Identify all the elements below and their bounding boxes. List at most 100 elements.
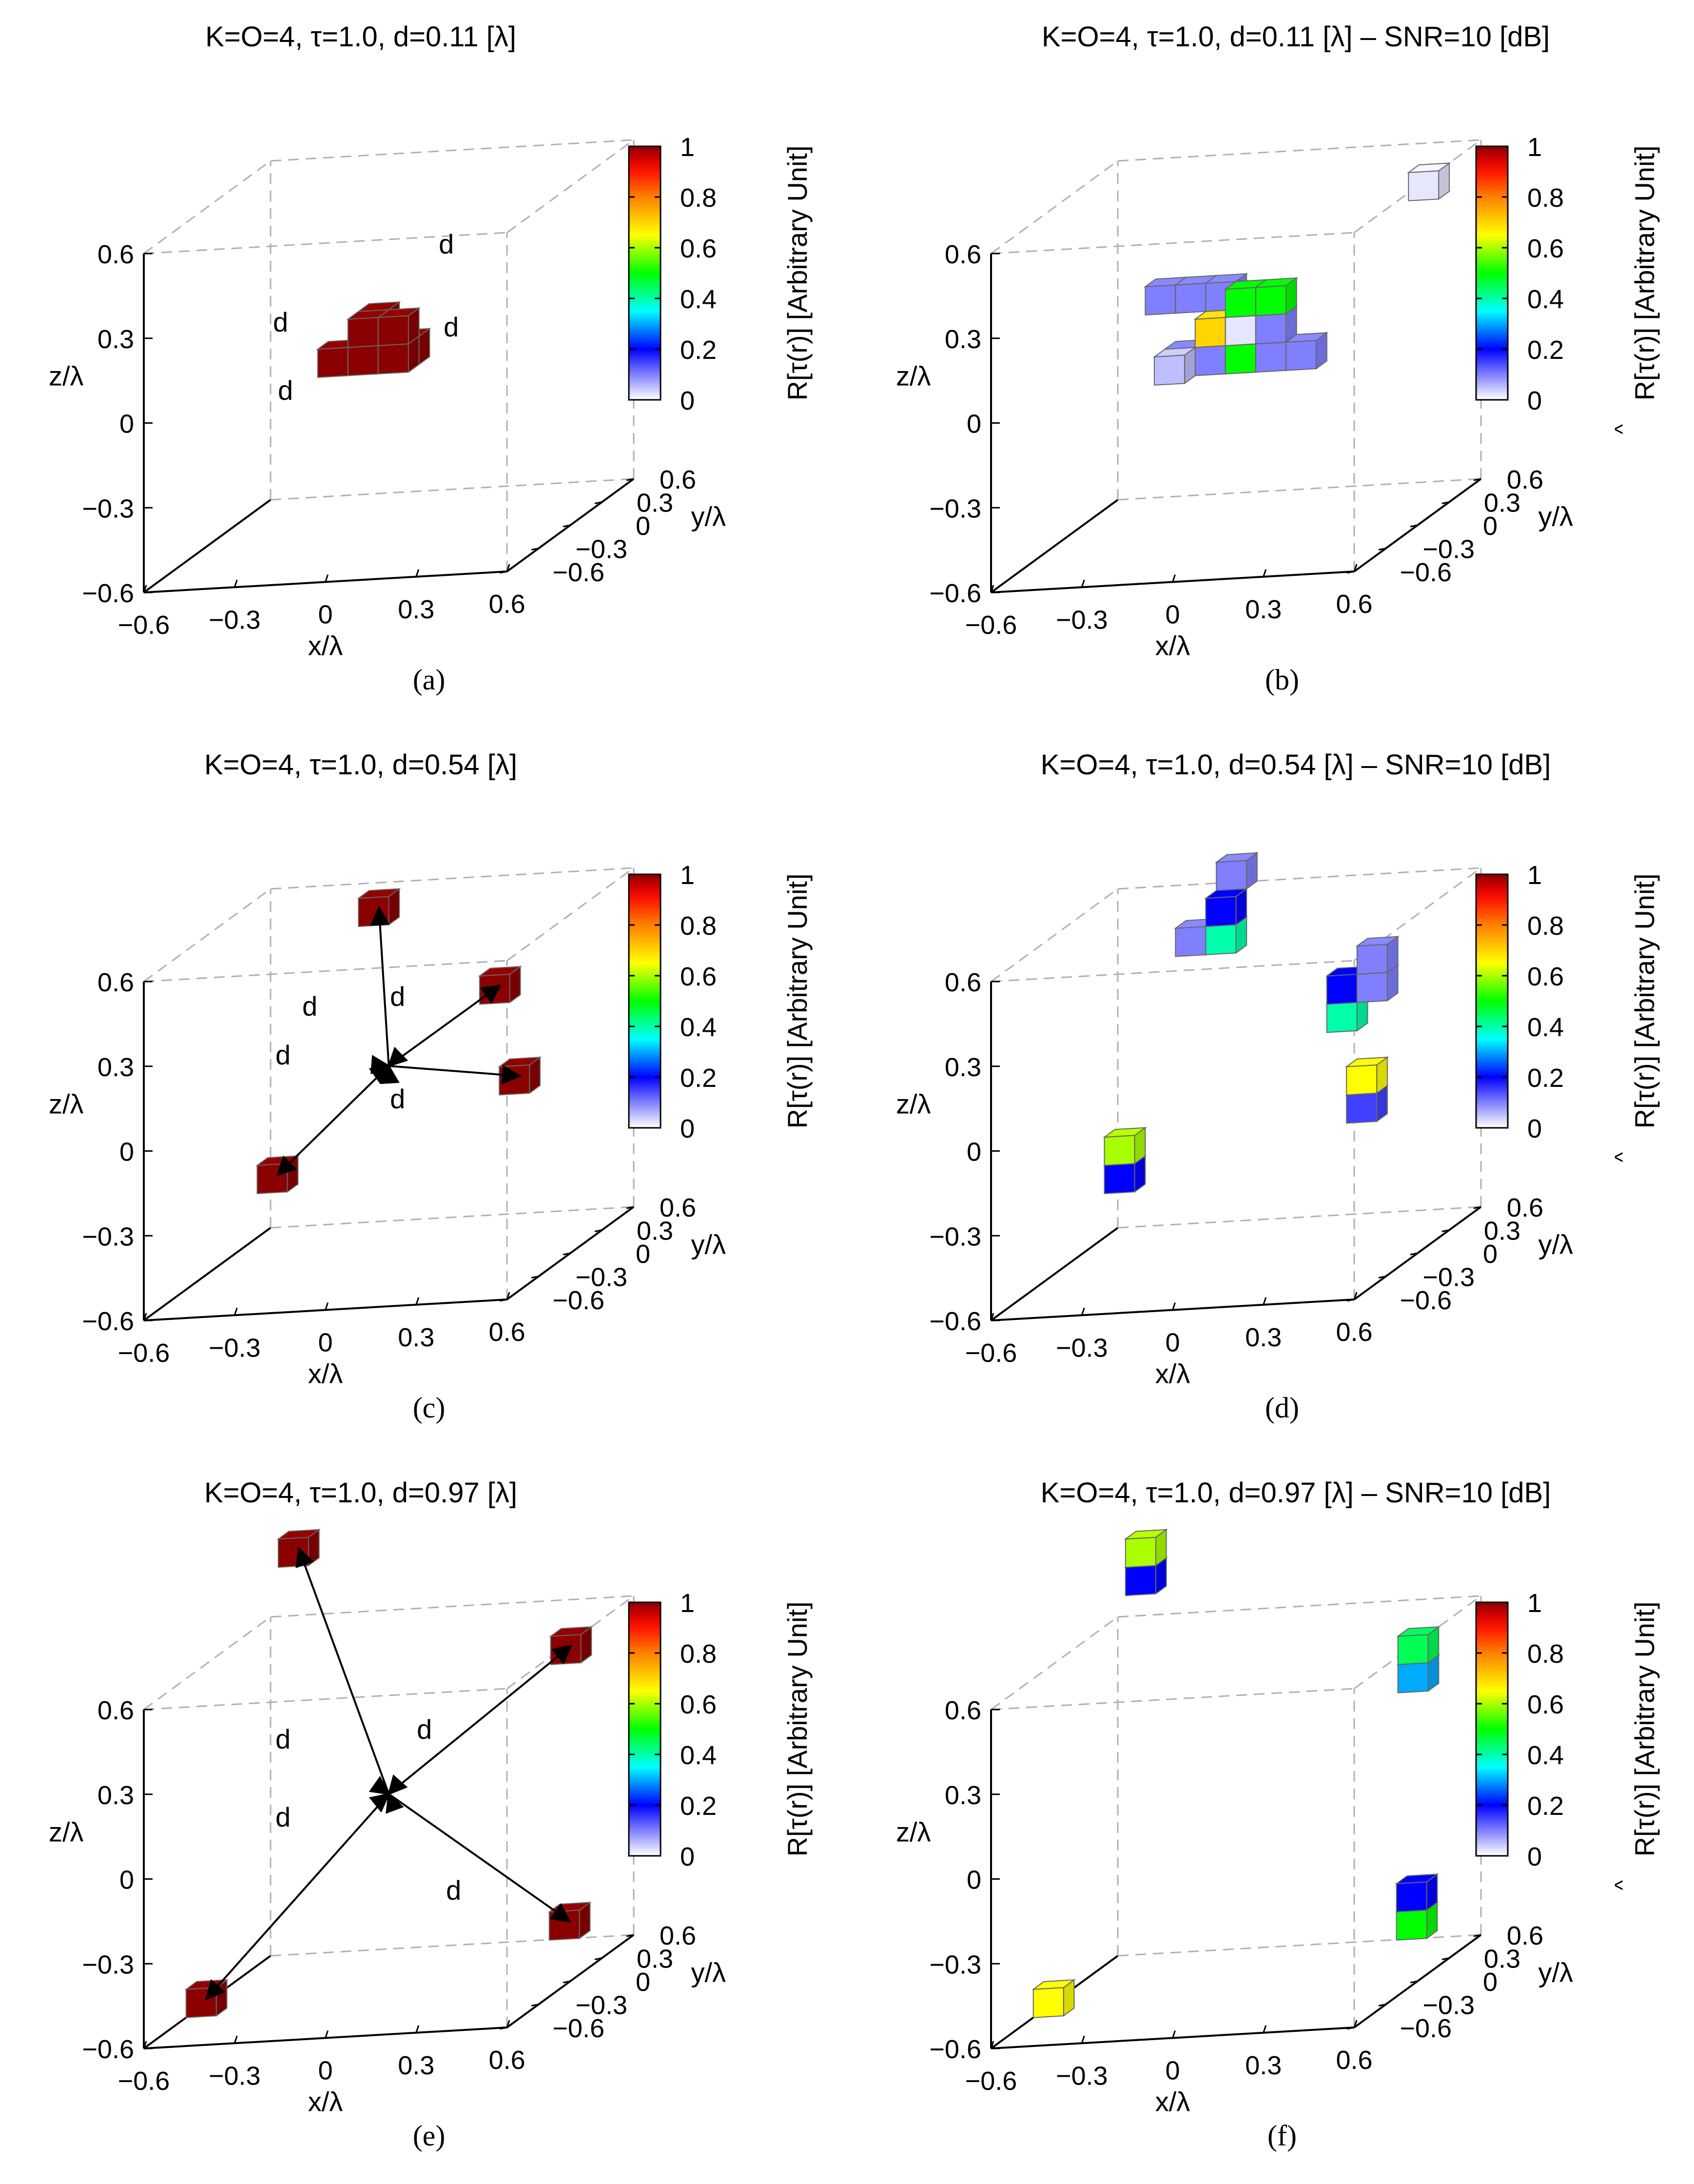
y-tick-label: −0.3 xyxy=(1422,1991,1475,2020)
voxel-chart: K=O=4, τ=1.0, d=0.97 [λ]−0.6−0.6−0.6−0.3… xyxy=(49,1477,813,2117)
z-tick-label: −0.6 xyxy=(82,1307,134,1336)
cube-edge-dashed xyxy=(270,1595,634,1618)
y-tick-label: 0.3 xyxy=(637,1217,673,1246)
z-axis-label: z/λ xyxy=(49,1817,84,1848)
y-tick xyxy=(563,1252,571,1256)
voxel xyxy=(478,965,522,1005)
panel-a: K=O=4, τ=1.0, d=0.11 [λ] −0.6 −0.6 −0.6 −0.3… xyxy=(0,0,847,728)
y-tick xyxy=(1346,571,1355,574)
colorbar-tick-label: 0.6 xyxy=(1527,962,1564,991)
y-tick xyxy=(1410,1980,1418,1984)
caption-d: (d) xyxy=(1265,1392,1299,1424)
z-tick-label: −0.6 xyxy=(929,579,981,608)
z-tick-label: 0 xyxy=(967,1866,981,1895)
x-tick xyxy=(506,1292,510,1300)
x-tick-label: 0.3 xyxy=(398,595,434,624)
y-tick-label: 0.6 xyxy=(660,465,696,494)
axis-line xyxy=(143,499,272,593)
y-tick-label: −0.3 xyxy=(1422,1263,1475,1292)
colorbar-tick-label: 0.6 xyxy=(680,234,717,263)
panel-c: K=O=4, τ=1.0, d=0.54 [λ] −0.6 −0.6 −0.6 −0.3… xyxy=(0,728,847,1456)
y-tick-label: −0.6 xyxy=(552,558,604,587)
y-tick xyxy=(594,1229,603,1232)
cube-edge-dashed xyxy=(991,888,1118,983)
y-tick xyxy=(499,2027,507,2030)
z-tick-label: 0.6 xyxy=(97,1696,134,1725)
distance-arrow xyxy=(369,1776,571,1923)
y-tick xyxy=(1410,524,1418,528)
cube-edge-dashed xyxy=(143,960,507,983)
cube-edge-dashed xyxy=(143,1688,507,1711)
colorbar xyxy=(628,145,662,401)
z-tick-label: 0.6 xyxy=(945,240,981,269)
y-tick-label: 0.3 xyxy=(1484,1217,1520,1246)
y-tick xyxy=(563,524,571,528)
voxel-chart: K=O=4, τ=1.0, d=0.54 [λ]−0.6−0.6−0.6−0.3… xyxy=(49,749,813,1389)
distance-label: d xyxy=(390,981,405,1012)
distance-label: d xyxy=(446,1875,461,1906)
voxel xyxy=(1254,277,1299,316)
x-tick xyxy=(325,574,329,582)
y-tick-label: 0.6 xyxy=(660,1193,696,1222)
y-tick-label: 0.6 xyxy=(1507,465,1543,494)
distance-label: d xyxy=(275,1040,291,1070)
y-tick-label: 0.6 xyxy=(1507,1921,1543,1950)
y-tick xyxy=(499,1299,507,1302)
colorbar-tick-label: 0.8 xyxy=(1527,1639,1564,1669)
x-axis-label: x/λ xyxy=(308,2086,343,2117)
z-tick-label: −0.3 xyxy=(82,1950,134,1979)
cube-edge-dashed xyxy=(270,867,634,890)
z-tick-label: 0.3 xyxy=(97,1053,134,1082)
hat-mark: ^ xyxy=(1611,424,1635,434)
x-tick-label: 0.6 xyxy=(1336,1318,1372,1347)
voxel xyxy=(1214,852,1259,891)
colorbar-tick-label: 0.8 xyxy=(680,1639,717,1669)
chart-title: K=O=4, τ=1.0, d=0.11 [λ] xyxy=(205,21,516,53)
y-tick-label: −0.6 xyxy=(1400,2014,1452,2043)
colorbar-tick-label: 0 xyxy=(680,1842,695,1871)
colorbar-tick-label: 0.2 xyxy=(680,1063,717,1093)
x-tick-label: 0.3 xyxy=(1245,595,1282,624)
x-tick xyxy=(990,1313,994,1321)
x-tick-label: 0 xyxy=(1165,1328,1180,1358)
z-tick-label: 0 xyxy=(119,410,134,439)
y-tick-label: 0.6 xyxy=(1507,1193,1543,1222)
colorbar-tick-label: 0.8 xyxy=(1527,911,1564,941)
x-tick-label: −0.6 xyxy=(118,610,170,640)
colorbar xyxy=(1475,1601,1509,1857)
x-tick xyxy=(1353,564,1358,572)
y-axis-label: y/λ xyxy=(1538,501,1574,531)
z-tick-label: −0.6 xyxy=(929,2035,981,2064)
z-tick-label: −0.6 xyxy=(82,579,134,608)
y-tick-label: −0.6 xyxy=(1400,1286,1452,1315)
cube-edge-dashed xyxy=(991,1616,1118,1711)
x-tick xyxy=(234,2035,238,2044)
z-tick-label: 0.6 xyxy=(945,1696,981,1725)
caption-a: (a) xyxy=(412,664,446,696)
x-tick-label: −0.6 xyxy=(118,2066,170,2096)
y-tick xyxy=(1410,1252,1418,1256)
colorbar-tick-label: 0.8 xyxy=(1527,183,1564,213)
x-tick xyxy=(415,569,420,577)
colorbar-tick-label: 0.4 xyxy=(1527,1013,1564,1042)
y-tick xyxy=(1378,1276,1386,1279)
y-axis-label: y/λ xyxy=(691,501,726,531)
colorbar-tick-label: 1 xyxy=(1527,861,1542,890)
y-tick xyxy=(626,1206,634,1209)
x-axis-label: x/λ xyxy=(308,630,343,661)
cube-edge-dashed xyxy=(506,139,634,234)
voxel xyxy=(1396,1626,1441,1665)
hat-mark: ^ xyxy=(1611,1880,1635,1890)
distance-arrow xyxy=(369,984,502,1084)
y-tick xyxy=(1473,478,1481,481)
colorbar xyxy=(628,873,662,1129)
y-tick xyxy=(563,1980,571,1984)
y-tick-label: 0.3 xyxy=(637,1945,673,1974)
z-tick-label: −0.3 xyxy=(929,1222,981,1251)
distance-arrow xyxy=(370,1055,522,1085)
colorbar-tick-label: 0.2 xyxy=(680,335,717,365)
voxel xyxy=(1406,162,1451,201)
x-tick-label: −0.3 xyxy=(1056,2061,1108,2090)
y-tick-label: 0 xyxy=(1483,1968,1498,1997)
y-tick xyxy=(1378,548,1386,551)
